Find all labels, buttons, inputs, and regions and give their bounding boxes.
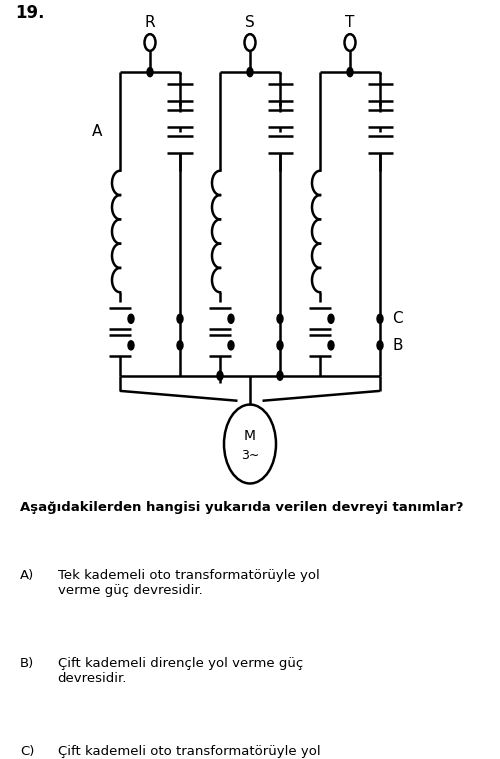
Text: Çift kademeli dirençle yol verme güç
devresidir.: Çift kademeli dirençle yol verme güç dev…	[58, 657, 303, 685]
Circle shape	[228, 341, 234, 350]
Text: B: B	[392, 338, 403, 353]
Circle shape	[328, 314, 334, 323]
Text: Aşağıdakilerden hangisi yukarıda verilen devreyi tanımlar?: Aşağıdakilerden hangisi yukarıda verilen…	[20, 501, 464, 514]
Circle shape	[177, 341, 183, 350]
Text: C: C	[392, 311, 403, 326]
Circle shape	[277, 371, 283, 380]
Text: A): A)	[20, 569, 34, 582]
Text: A: A	[92, 124, 102, 139]
Text: 3∼: 3∼	[241, 449, 259, 462]
Circle shape	[277, 314, 283, 323]
Text: M: M	[244, 430, 256, 443]
Circle shape	[147, 68, 153, 77]
Text: R: R	[144, 15, 156, 30]
Circle shape	[228, 314, 234, 323]
Circle shape	[128, 341, 134, 350]
Circle shape	[328, 341, 334, 350]
Text: Çift kademeli oto transformatörüyle yol
verme güç devresidir.: Çift kademeli oto transformatörüyle yol …	[58, 745, 320, 759]
Circle shape	[128, 314, 134, 323]
Circle shape	[377, 341, 383, 350]
Text: C): C)	[20, 745, 34, 758]
Text: B): B)	[20, 657, 34, 670]
Text: T: T	[346, 15, 354, 30]
Circle shape	[217, 371, 223, 380]
Circle shape	[377, 314, 383, 323]
Circle shape	[177, 314, 183, 323]
Text: Tek kademeli oto transformatörüyle yol
verme güç devresidir.: Tek kademeli oto transformatörüyle yol v…	[58, 569, 320, 597]
Text: 19.: 19.	[15, 4, 44, 22]
Circle shape	[347, 68, 353, 77]
Text: S: S	[245, 15, 255, 30]
Circle shape	[277, 341, 283, 350]
Circle shape	[247, 68, 253, 77]
